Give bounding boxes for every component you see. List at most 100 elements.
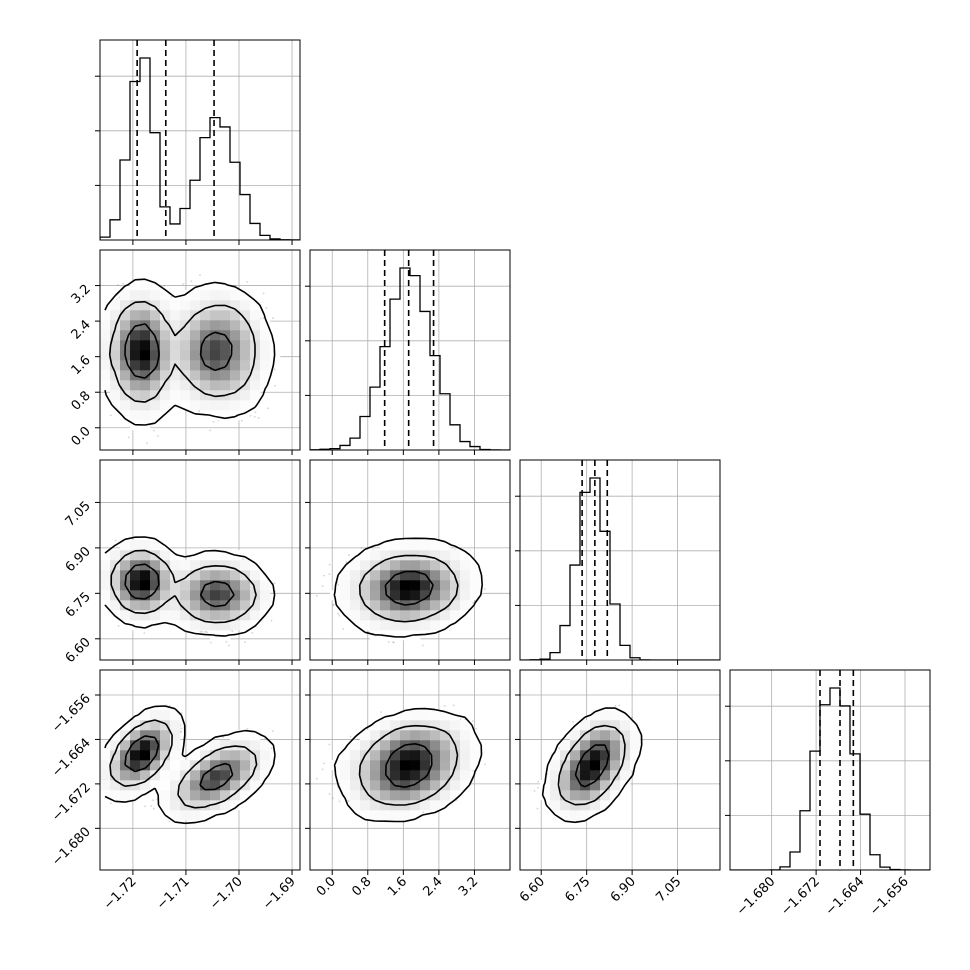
density-cell: [220, 360, 231, 371]
density-cell: [360, 730, 371, 741]
density-cell: [570, 780, 581, 791]
density-cell: [230, 300, 241, 311]
density-cell: [380, 560, 391, 571]
density-cell: [450, 730, 461, 741]
density-cell: [100, 380, 111, 391]
x-tick-label: 7.05: [653, 874, 684, 905]
density-cell: [620, 760, 631, 771]
density-cell: [360, 580, 371, 591]
density-cell: [580, 760, 591, 771]
density-cell: [200, 800, 211, 811]
density-cell: [600, 770, 611, 781]
density-cell: [580, 720, 591, 731]
density-cell: [200, 780, 211, 791]
density-cell: [230, 740, 241, 751]
density-cell: [360, 780, 371, 791]
density-cell: [150, 360, 161, 371]
density-cells: [540, 710, 641, 821]
panel-frame: [99, 669, 301, 871]
density-cell: [220, 320, 231, 331]
density-cell: [250, 560, 261, 571]
density-cell: [240, 600, 251, 611]
density-cell: [150, 390, 161, 401]
density-cell: [450, 590, 461, 601]
panel-frame: [99, 459, 301, 661]
x-tick-label: −1.672: [778, 874, 823, 919]
density-cell: [360, 760, 371, 771]
density-cell: [180, 400, 191, 411]
density-cell: [110, 730, 121, 741]
density-cell: [200, 310, 211, 321]
density-cell: [360, 560, 371, 571]
density-cell: [220, 770, 231, 781]
density-cell: [380, 740, 391, 751]
density-cell: [340, 580, 351, 591]
density-cell: [390, 720, 401, 731]
density-cell: [160, 320, 171, 331]
density-cell: [140, 310, 151, 321]
density-cell: [120, 740, 131, 751]
density-cell: [360, 800, 371, 811]
density-cell: [550, 750, 561, 761]
density-cell: [160, 340, 171, 351]
density-cell: [420, 600, 431, 611]
density-cell: [370, 760, 381, 771]
density-cell: [250, 580, 261, 591]
density-cell: [440, 720, 451, 731]
density-cell: [420, 780, 431, 791]
density-cell: [170, 750, 181, 761]
density-cell: [230, 600, 241, 611]
density-cell: [140, 330, 151, 341]
density-cell: [220, 630, 231, 641]
y-tick-label: −1.664: [49, 736, 94, 781]
density-cell: [540, 780, 551, 791]
density-cell: [460, 770, 471, 781]
density-cell: [190, 400, 201, 411]
contour-line: [384, 570, 434, 606]
density-cell: [140, 600, 151, 611]
density-cell: [260, 580, 271, 591]
density-cell: [220, 750, 231, 761]
density-cell: [230, 770, 241, 781]
density-cell: [250, 600, 261, 611]
density-cell: [340, 570, 351, 581]
density-cell: [260, 330, 271, 341]
density-cell: [200, 600, 211, 611]
density-cell: [210, 360, 221, 371]
density-cell: [150, 350, 161, 361]
density-cell: [120, 780, 131, 791]
density-cell: [130, 360, 141, 371]
density-cell: [100, 360, 111, 371]
density-cell: [190, 340, 201, 351]
density-cell: [260, 760, 271, 771]
density-cell: [250, 740, 261, 751]
density-cell: [200, 280, 211, 291]
density-cell: [390, 740, 401, 751]
density-cell: [460, 780, 471, 791]
density-cell: [260, 750, 271, 761]
density-cell: [240, 590, 251, 601]
density-cell: [130, 740, 141, 751]
density-cell: [170, 550, 181, 561]
density-cell: [140, 340, 151, 351]
density-cell: [360, 620, 371, 631]
histogram-panel-2: [515, 459, 721, 665]
density-cell: [140, 300, 151, 311]
density-cell: [200, 790, 211, 801]
density-cell: [450, 560, 461, 571]
density-cell: [230, 330, 241, 341]
density-cell: [380, 600, 391, 611]
density-cell: [170, 760, 181, 771]
density-cell: [350, 790, 361, 801]
density-cell: [440, 710, 451, 721]
density-cell: [130, 620, 141, 631]
density-cell: [110, 580, 121, 591]
density-cell: [150, 380, 161, 391]
density-cell: [160, 350, 171, 361]
density-cell: [110, 760, 121, 771]
density-cell: [450, 610, 461, 621]
density-cell: [430, 540, 441, 551]
density-cell: [160, 300, 171, 311]
density-cell: [200, 400, 211, 411]
density-cell: [390, 750, 401, 761]
